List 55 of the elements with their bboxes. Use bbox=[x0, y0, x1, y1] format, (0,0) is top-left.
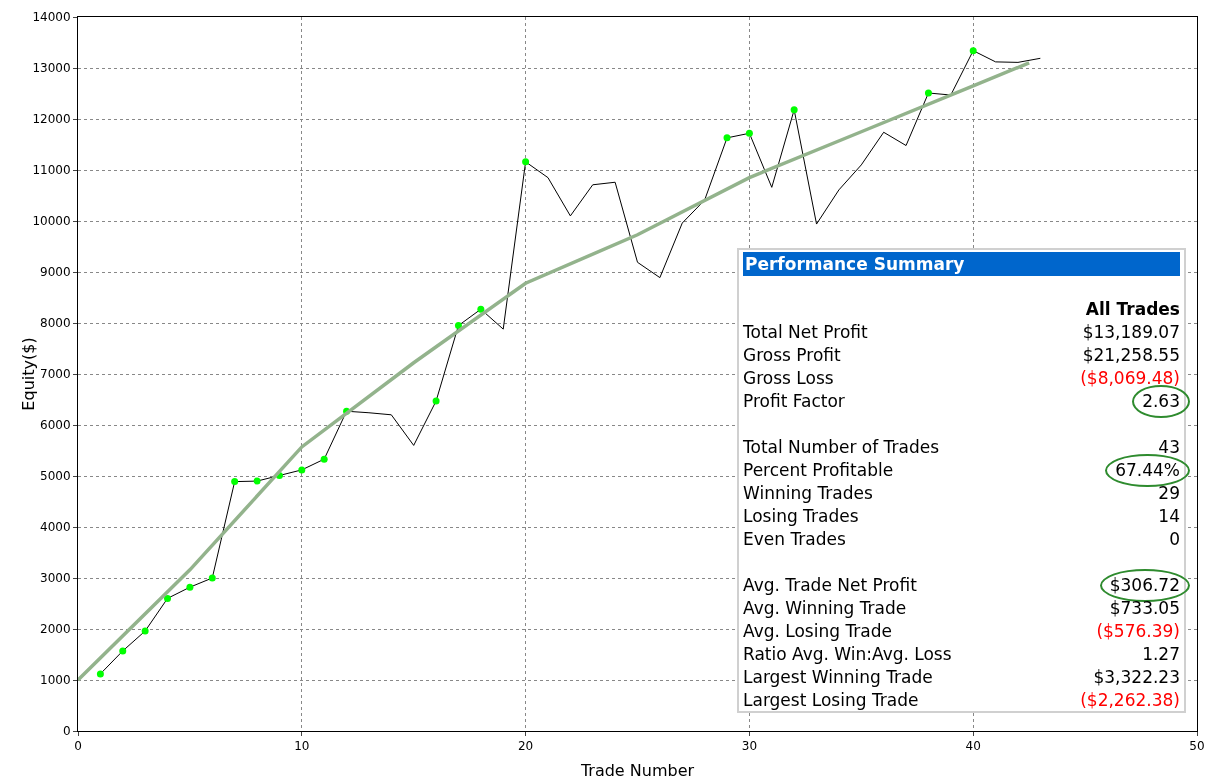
annotation: ($8,069.48) bbox=[1080, 367, 1180, 390]
annotation: Ratio Avg. Win:Avg. Loss bbox=[743, 643, 952, 666]
annotation: 2.63 bbox=[1142, 390, 1180, 413]
x-axis-title: Trade Number bbox=[579, 761, 695, 780]
annotation: Avg. Winning Trade bbox=[743, 597, 907, 620]
annotation: Losing Trades bbox=[743, 505, 859, 528]
annotation: Percent Profitable bbox=[743, 459, 894, 482]
annotation: $3,322.23 bbox=[1093, 666, 1180, 689]
annotation: Largest Winning Trade bbox=[743, 666, 933, 689]
annotation: 67.44% bbox=[1115, 459, 1180, 482]
annotation: Gross Loss bbox=[743, 367, 834, 390]
annotation: ($576.39) bbox=[1096, 620, 1180, 643]
annotation: $13,189.07 bbox=[1082, 321, 1180, 344]
y-tick-label: 3000 bbox=[40, 571, 71, 586]
y-tick-label: 4000 bbox=[40, 520, 71, 535]
annotation: Profit Factor bbox=[743, 390, 845, 413]
annotation: $306.72 bbox=[1109, 574, 1180, 597]
y-tick-label: 8000 bbox=[40, 316, 71, 331]
y-tick-label: 10000 bbox=[32, 214, 71, 229]
annotation: 1.27 bbox=[1142, 643, 1180, 666]
annotation: Total Number of Trades bbox=[743, 436, 939, 459]
annotation: Gross Profit bbox=[743, 344, 841, 367]
y-tick-label: 6000 bbox=[40, 418, 71, 433]
annotation: Avg. Losing Trade bbox=[743, 620, 892, 643]
annotation: Largest Losing Trade bbox=[743, 689, 919, 712]
annotation: $21,258.55 bbox=[1082, 344, 1180, 367]
annotation: Winning Trades bbox=[743, 482, 873, 505]
x-tick-label: 10 bbox=[294, 739, 310, 754]
annotation: 43 bbox=[1158, 436, 1180, 459]
y-tick-label: 7000 bbox=[40, 367, 71, 382]
y-tick-label: 14000 bbox=[32, 10, 71, 25]
y-tick-label: 5000 bbox=[40, 469, 71, 484]
annotation: Total Net Profit bbox=[743, 321, 868, 344]
annotation: ($2,262.38) bbox=[1080, 689, 1180, 712]
x-tick-label: 30 bbox=[741, 739, 758, 754]
y-tick-label: 12000 bbox=[32, 112, 71, 127]
annotation: $733.05 bbox=[1109, 597, 1180, 620]
x-tick-label: 40 bbox=[965, 739, 981, 754]
annotation: All Trades bbox=[1085, 298, 1180, 321]
y-tick-label: 2000 bbox=[40, 622, 71, 637]
x-tick-label: 50 bbox=[1189, 739, 1205, 754]
annotation: 29 bbox=[1158, 482, 1180, 505]
annotation: 0 bbox=[1169, 528, 1180, 551]
annotation: Even Trades bbox=[743, 528, 846, 551]
annotation: Avg. Trade Net Profit bbox=[743, 574, 917, 597]
y-axis-title: Equity($) bbox=[19, 337, 39, 411]
x-tick-label: 0 bbox=[74, 739, 82, 754]
y-tick-label: 1000 bbox=[40, 673, 71, 688]
header-panel: Performance Summary bbox=[743, 252, 1180, 276]
y-tick-label: 9000 bbox=[40, 265, 71, 280]
y-tick-label: 0 bbox=[62, 724, 71, 739]
annotation: 14 bbox=[1158, 505, 1180, 528]
y-tick-label: 13000 bbox=[32, 61, 71, 76]
y-tick-label: 11000 bbox=[32, 163, 71, 178]
x-tick-label: 20 bbox=[517, 739, 534, 754]
